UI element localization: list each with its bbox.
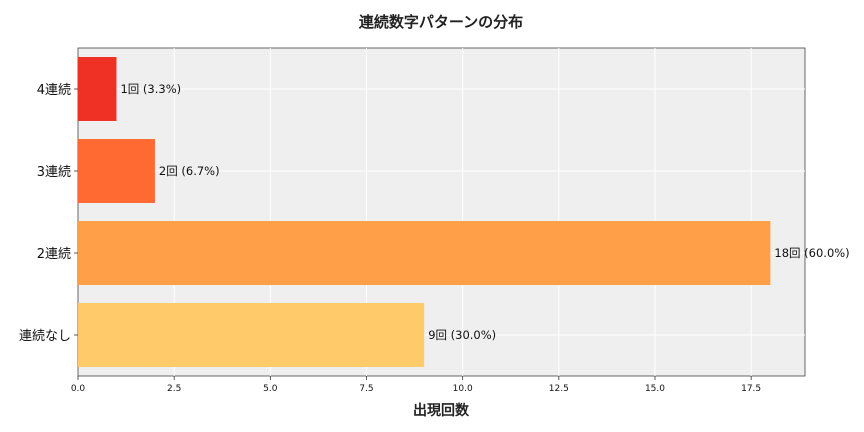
x-axis-label: 出現回数 xyxy=(413,402,470,419)
bar-value-label: 1回 (3.3%) xyxy=(120,82,181,96)
bar xyxy=(78,139,155,203)
x-tick-label: 17.5 xyxy=(741,384,761,394)
bar xyxy=(78,57,117,121)
bar xyxy=(78,221,771,285)
y-tick-label: 4連続 xyxy=(37,83,71,98)
x-tick-label: 10.0 xyxy=(453,384,473,394)
bar-value-label: 9回 (30.0%) xyxy=(428,328,496,342)
y-tick-label: 3連続 xyxy=(37,165,71,180)
y-tick-label: 連続なし xyxy=(19,329,71,344)
x-tick-label: 5.0 xyxy=(263,384,278,394)
x-tick-label: 15.0 xyxy=(645,384,665,394)
data-labels: 1回 (3.3%) 2回 (6.7%) 18回 (60.0%) 9回 (30.0%) xyxy=(120,82,849,342)
x-axis-ticks: 0.0 2.5 5.0 7.5 10.0 12.5 15.0 17.5 xyxy=(71,376,761,394)
x-tick-label: 7.5 xyxy=(359,384,373,394)
bars xyxy=(78,57,771,367)
bar-value-label: 18回 (60.0%) xyxy=(774,246,849,260)
x-tick-label: 2.5 xyxy=(167,384,181,394)
x-tick-label: 0.0 xyxy=(71,384,86,394)
bar xyxy=(78,303,425,367)
chart-title: 連続数字パターンの分布 xyxy=(359,13,523,31)
y-tick-label: 2連続 xyxy=(37,247,71,262)
bar-value-label: 2回 (6.7%) xyxy=(159,164,220,178)
x-tick-label: 12.5 xyxy=(549,384,569,394)
